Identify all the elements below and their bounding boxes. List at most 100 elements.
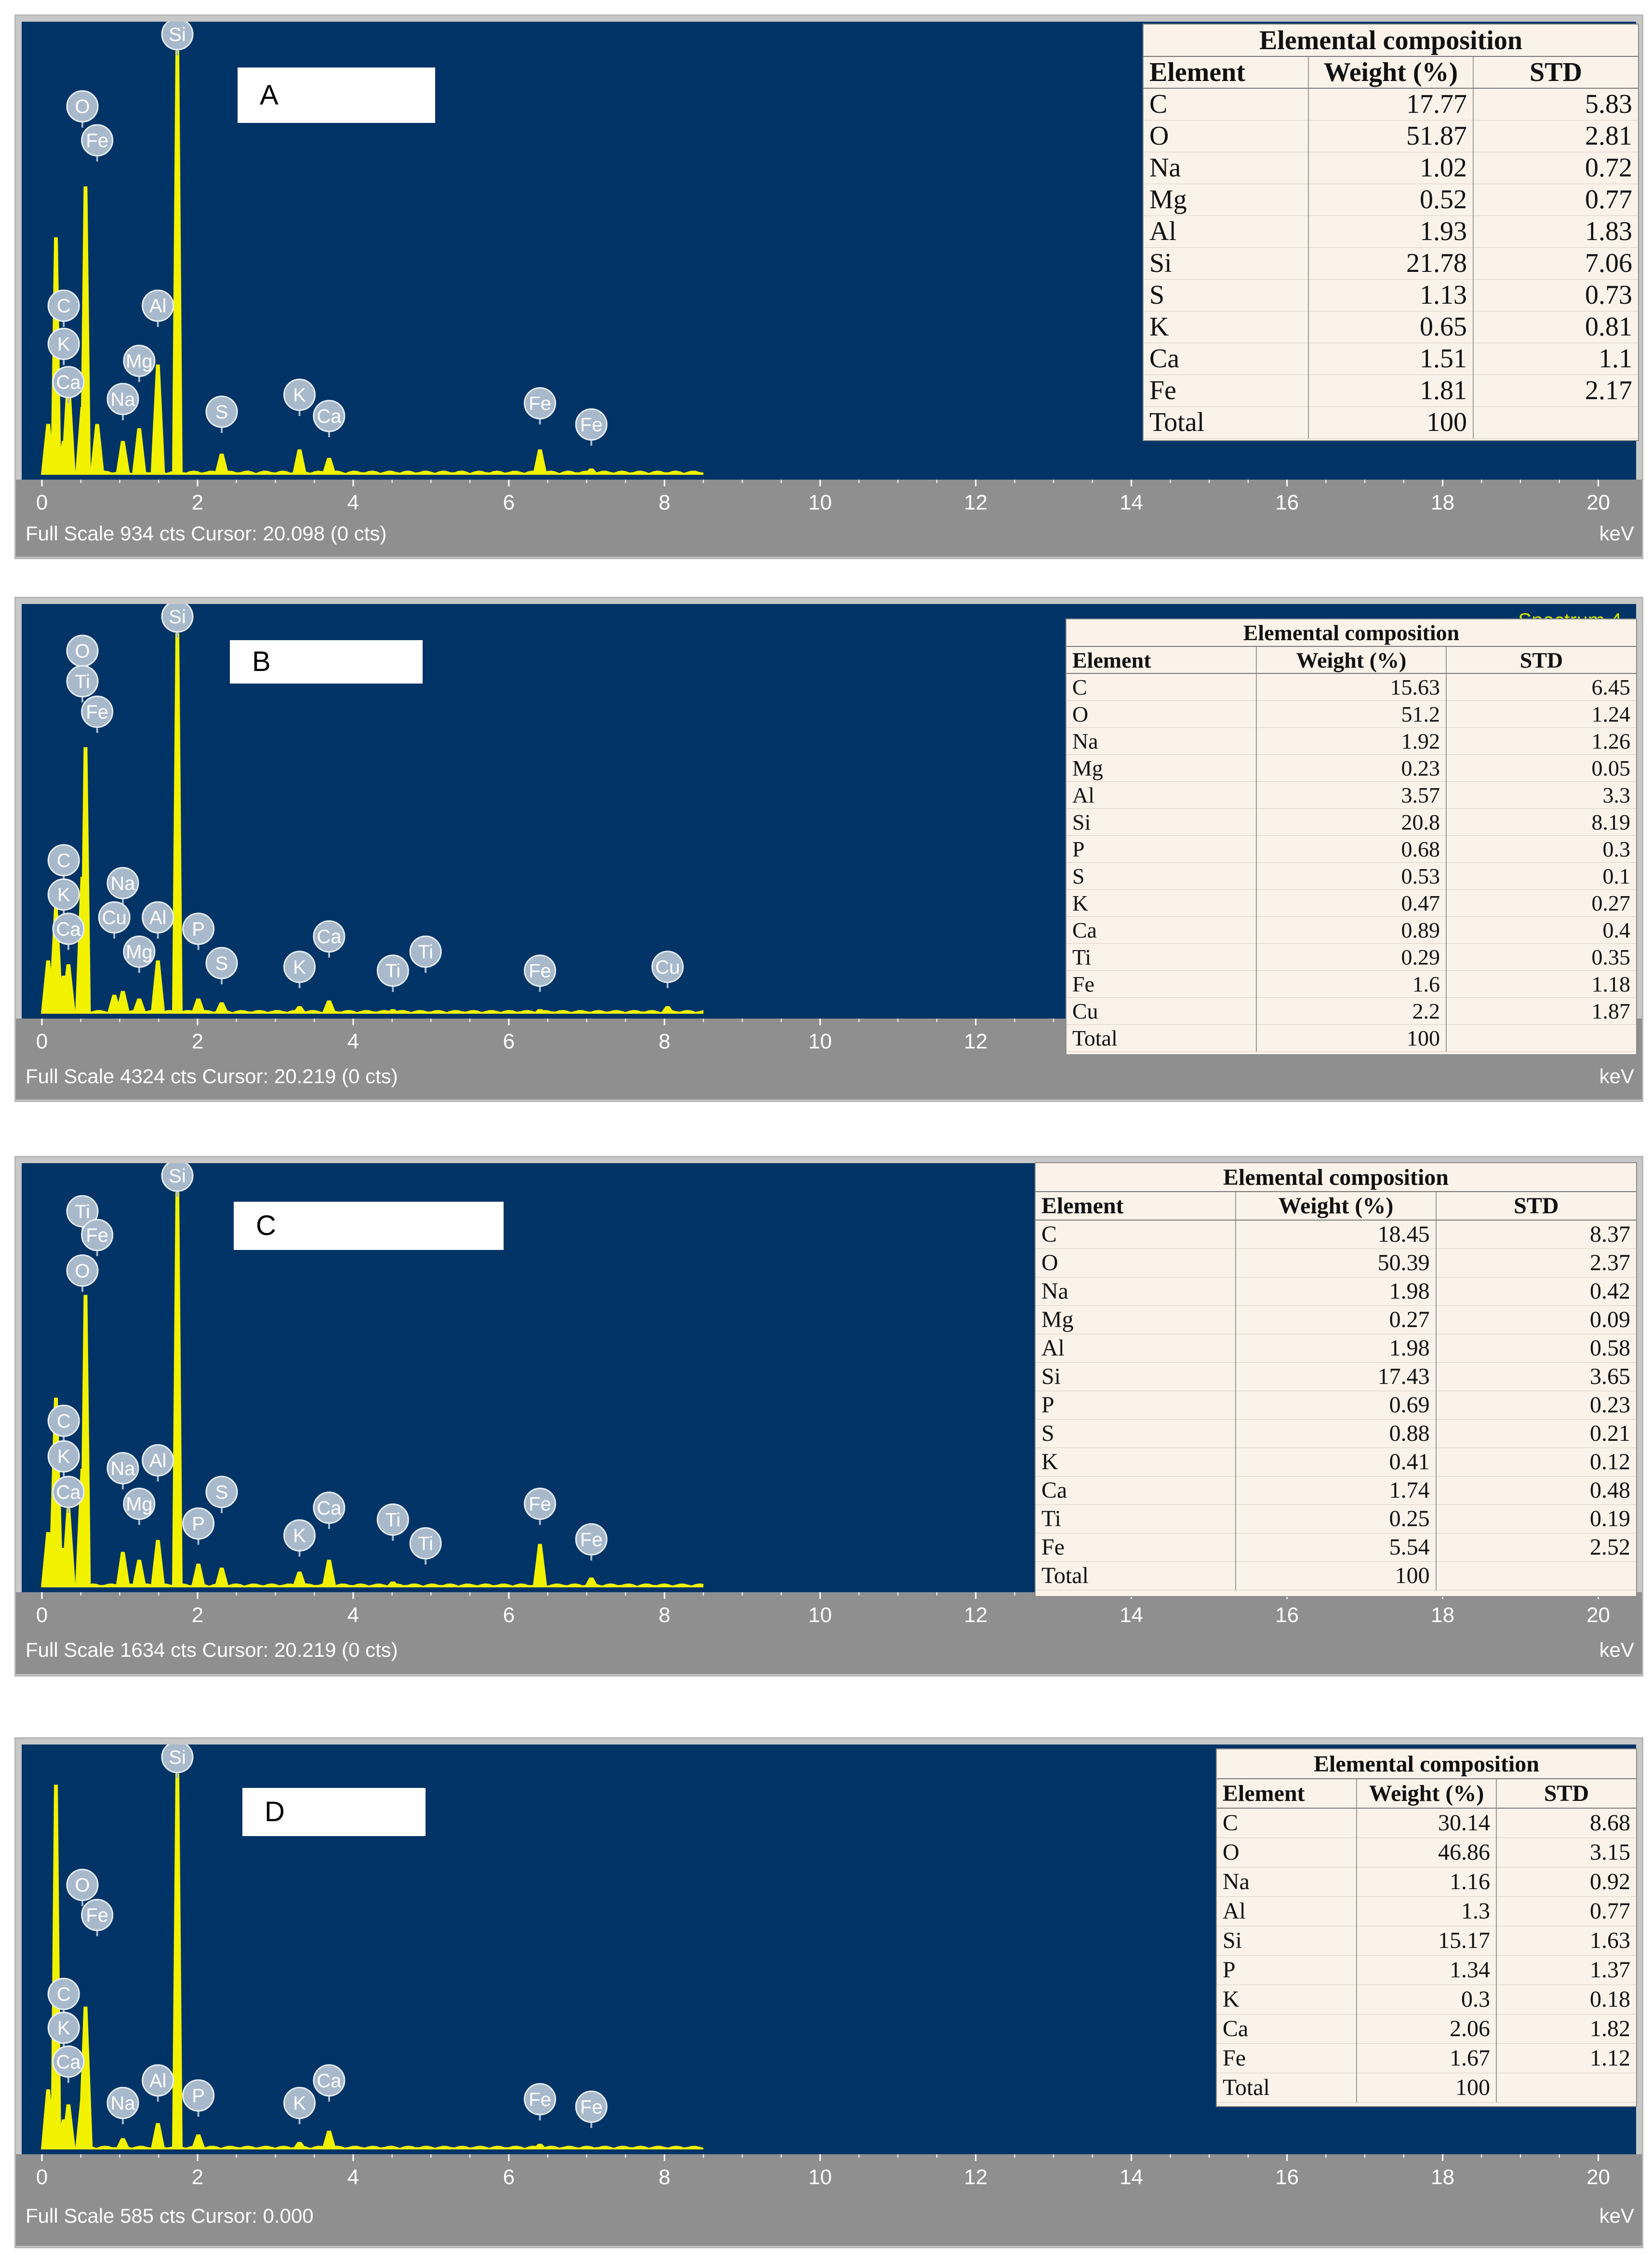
element-label: Ti: [376, 1503, 409, 1541]
composition-grid: Elemental composition Element Weight (%) ST…: [1036, 1163, 1636, 1590]
std-cell: 3.15: [1496, 1838, 1636, 1867]
std-cell: 8.37: [1435, 1220, 1636, 1249]
element-badge-text: K: [57, 334, 70, 355]
element-cell: P: [1066, 835, 1256, 863]
element-badge: [409, 1527, 442, 1560]
std-cell: 0.1: [1446, 862, 1636, 890]
column-header: Element: [1144, 56, 1308, 89]
x-tick-label: 6: [503, 1603, 515, 1627]
x-tick-label: 0: [36, 1603, 48, 1627]
table-row: Si 17.43 3.65: [1036, 1362, 1636, 1391]
element-label: Fe: [81, 124, 114, 161]
element-label: Ca: [313, 1491, 346, 1529]
spectrum-peak: [321, 1559, 336, 1587]
x-tick-label: 10: [808, 491, 832, 514]
element-badge-text: Fe: [529, 1494, 551, 1515]
spectrum-peak: [172, 51, 183, 475]
weight-cell: 2.2: [1256, 997, 1446, 1025]
element-label: P: [182, 1507, 215, 1545]
std-cell: 6.45: [1446, 673, 1636, 701]
element-label: Ti: [66, 665, 99, 703]
column-header: Element: [1036, 1192, 1236, 1221]
weight-cell: 46.86: [1356, 1838, 1496, 1867]
std-cell: 0.19: [1435, 1504, 1636, 1533]
element-badge-text: K: [57, 885, 70, 906]
axis-unit: keV: [1599, 522, 1634, 545]
element-badge-text: Na: [110, 2093, 135, 2114]
element-label: Si: [161, 22, 194, 55]
spectrum-peak: [115, 991, 130, 1014]
element-label: S: [205, 395, 238, 433]
x-tick-label: 12: [964, 1603, 987, 1627]
element-cell: O: [1217, 1838, 1357, 1867]
weight-cell: 0.68: [1256, 835, 1446, 863]
element-badge: [66, 1868, 99, 1901]
x-tick-label: 18: [1431, 1603, 1454, 1627]
std-cell: 0.35: [1446, 943, 1636, 971]
weight-cell: 100: [1256, 1024, 1446, 1052]
weight-cell: 1.3: [1356, 1896, 1496, 1926]
weight-cell: 0.27: [1235, 1305, 1436, 1334]
table-row: Si 21.78 7.06: [1144, 247, 1638, 280]
element-label: P: [182, 913, 215, 950]
element-badge: [523, 954, 556, 987]
table-row: P 1.34 1.37: [1217, 1955, 1636, 1985]
element-label: Ca: [52, 913, 85, 950]
x-tick-label: 12: [964, 2165, 987, 2189]
element-badge-text: O: [75, 1875, 90, 1896]
weight-cell: 18.45: [1235, 1220, 1436, 1249]
std-cell: 0.4: [1446, 916, 1636, 944]
element-label: Ca: [313, 2064, 346, 2102]
x-tick-label: 8: [659, 1603, 670, 1627]
spectrum-peak: [132, 428, 147, 475]
std-cell: 0.23: [1435, 1391, 1636, 1420]
weight-cell: 1.51: [1308, 343, 1473, 375]
element-badge: [66, 1254, 99, 1287]
element-badge-text: O: [75, 96, 90, 118]
element-cell: Mg: [1066, 754, 1256, 782]
element-badge-text: Al: [149, 2070, 167, 2092]
table-row: K 0.41 0.12: [1036, 1448, 1636, 1476]
spectrum-baseline: [42, 2146, 704, 2149]
element-cell: Ca: [1217, 2014, 1357, 2044]
element-cell: Ti: [1036, 1504, 1236, 1533]
std-cell: 1.1: [1473, 343, 1638, 375]
x-tick-label: 10: [808, 1603, 832, 1627]
element-badge: [47, 1404, 80, 1437]
element-cell: Si: [1217, 1926, 1357, 1956]
x-tick-label: 4: [347, 491, 359, 514]
table-row: Al 1.98 0.58: [1036, 1334, 1636, 1363]
element-badge: [142, 2064, 174, 2097]
spectrum-peak: [292, 1571, 307, 1587]
x-tick-label: 8: [659, 1030, 670, 1053]
composition-grid: Elemental composition Element Weight (%) ST…: [1066, 619, 1636, 1052]
element-badge-text: Fe: [529, 2089, 551, 2110]
element-badge-text: Fe: [580, 415, 603, 436]
table-row: Mg 0.27 0.09: [1036, 1305, 1636, 1334]
std-cell: 0.72: [1473, 152, 1638, 184]
x-tick-label: 14: [1119, 1603, 1143, 1627]
std-cell: [1446, 1024, 1636, 1052]
table-row: Total 100: [1066, 1024, 1636, 1052]
weight-cell: 15.63: [1256, 673, 1446, 701]
status-text: Full Scale 4324 cts Cursor: 20.219 (0 ct…: [26, 1065, 398, 1087]
table-row: Ca 1.74 0.48: [1036, 1476, 1636, 1505]
spectrum-peak: [115, 2138, 130, 2149]
element-badge: [81, 124, 114, 157]
composition-table: Elemental composition Element Weight (%) ST…: [1143, 24, 1639, 441]
weight-cell: 1.98: [1235, 1334, 1436, 1363]
std-cell: 8.19: [1446, 808, 1636, 836]
std-cell: 0.58: [1435, 1334, 1636, 1363]
element-badge-text: K: [57, 2018, 70, 2039]
element-label: Fe: [575, 408, 608, 446]
element-badge-text: Ca: [317, 1498, 342, 1519]
element-badge: [142, 901, 174, 934]
element-cell: Al: [1066, 781, 1256, 809]
weight-cell: 0.3: [1356, 1985, 1496, 2014]
element-badge: [313, 920, 346, 953]
element-badge-text: Si: [169, 24, 186, 45]
weight-cell: 1.6: [1256, 970, 1446, 998]
std-cell: 0.12: [1435, 1448, 1636, 1476]
x-tick-label: 16: [1275, 491, 1299, 514]
